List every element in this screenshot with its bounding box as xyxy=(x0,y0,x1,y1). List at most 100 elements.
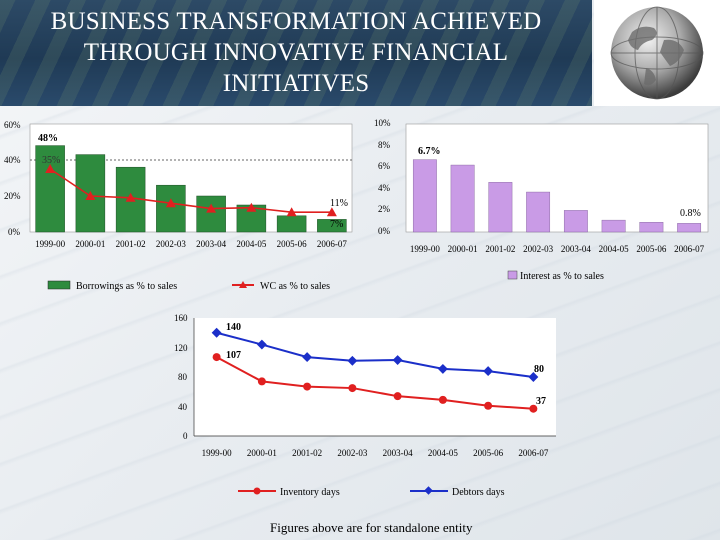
chart3-xtick-2004-05: 2004-05 xyxy=(428,448,458,458)
chart2-xtick-2000-01: 2000-01 xyxy=(448,244,478,254)
chart3-ytick-120: 120 xyxy=(174,343,188,353)
chart1-xtick-2006-07: 2006-07 xyxy=(317,239,347,249)
chart1-ytick-40: 40% xyxy=(4,155,21,165)
globe-logo-box xyxy=(594,0,720,106)
chart1-wc-line xyxy=(49,168,332,213)
chart1-xtick-2001-02: 2001-02 xyxy=(116,239,146,249)
chart1-legend-wc: WC as % to sales xyxy=(260,281,330,292)
title-line-1: BUSINESS TRANSFORMATION ACHIEVED xyxy=(50,8,542,35)
chart1-legend-borrowings: Borrowings as % to sales xyxy=(76,281,177,292)
chart3-debtors-point-2000-01 xyxy=(256,339,267,350)
chart3-inventory-point-2005-06 xyxy=(484,401,493,410)
chart2-bar-2005-06 xyxy=(639,222,664,233)
chart2-bar-2004-05 xyxy=(601,219,626,233)
chart1-bar-2005-06 xyxy=(276,215,307,233)
chart2-xtick-2005-06: 2005-06 xyxy=(636,244,666,254)
chart2-xtick-2006-07: 2006-07 xyxy=(674,244,704,254)
chart1-ytick-60: 60% xyxy=(4,120,21,130)
chart1-xtick-2002-03: 2002-03 xyxy=(156,239,186,249)
chart3-inventory-point-2003-04 xyxy=(393,392,402,401)
chart2-ytick-10: 10% xyxy=(374,118,391,128)
chart1-bar-1999-00 xyxy=(35,145,65,233)
chart3-inventory-point-1999-00 xyxy=(212,353,221,362)
chart2-bar-1999-00 xyxy=(412,159,437,233)
chart3-label-107: 107 xyxy=(226,350,241,361)
title-line-3: INITIATIVES xyxy=(222,70,370,97)
chart2-ytick-6: 6% xyxy=(378,161,391,171)
chart1-xtick-2000-01: 2000-01 xyxy=(75,239,105,249)
globe-icon xyxy=(610,6,704,100)
chart2-xtick-2004-05: 2004-05 xyxy=(599,244,629,254)
chart1-legend-swatch-borrowings xyxy=(47,280,71,290)
chart3-label-37: 37 xyxy=(536,396,546,407)
chart3-xtick-2002-03: 2002-03 xyxy=(337,448,367,458)
chart3-debtors-point-1999-00 xyxy=(211,327,222,338)
chart3-debtors-point-2003-04 xyxy=(392,355,403,365)
chart3-xtick-2006-07: 2006-07 xyxy=(518,448,548,458)
chart1-label-35: 35% xyxy=(42,155,60,166)
chart3-debtors-point-2001-02 xyxy=(302,352,313,363)
chart2-label-6-7: 6.7% xyxy=(418,146,441,157)
chart1-xtick-2003-04: 2003-04 xyxy=(196,239,226,249)
title-banner: BUSINESS TRANSFORMATION ACHIEVED THROUGH… xyxy=(0,0,592,106)
chart3-legend-inventory: Inventory days xyxy=(280,487,340,498)
chart2-xtick-2003-04: 2003-04 xyxy=(561,244,591,254)
chart1-label-48: 48% xyxy=(38,133,58,144)
chart3-ytick-80: 80 xyxy=(178,372,188,382)
chart1-wc-point-2002-03 xyxy=(165,198,176,208)
chart1-wc-point-2004-05 xyxy=(246,202,257,212)
chart3-legend-marker-debtors xyxy=(424,486,433,495)
chart3-ytick-0: 0 xyxy=(183,431,188,441)
chart3-label-80: 80 xyxy=(534,364,544,375)
chart1-wc-point-2001-02 xyxy=(125,192,136,202)
chart3-plot-area xyxy=(194,318,556,436)
chart2-ytick-2: 2% xyxy=(378,204,391,214)
page-title: BUSINESS TRANSFORMATION ACHIEVED THROUGH… xyxy=(0,6,592,99)
chart3-xtick-2005-06: 2005-06 xyxy=(473,448,503,458)
chart3-xtick-2000-01: 2000-01 xyxy=(247,448,277,458)
chart2-bar-2003-04 xyxy=(563,210,588,233)
chart2-bar-2006-07 xyxy=(677,223,702,233)
chart1-label-7: 7% xyxy=(330,219,343,230)
chart1-wc-point-1999-00 xyxy=(45,164,56,173)
chart-interest: 10% 8% 6% 4% 2% 0% 1999-00 2000-01 2001-02… xyxy=(374,118,709,282)
chart2-label-0-8: 0.8% xyxy=(680,208,701,219)
chart1-ytick-20: 20% xyxy=(4,191,21,201)
chart1-wc-point-2000-01 xyxy=(85,191,96,200)
chart1-label-11: 11% xyxy=(330,198,348,209)
chart3-xtick-2003-04: 2003-04 xyxy=(383,448,413,458)
chart1-xtick-2005-06: 2005-06 xyxy=(277,239,307,249)
chart2-ytick-8: 8% xyxy=(378,140,391,150)
chart1-wc-point-2003-04 xyxy=(206,203,217,213)
chart3-ytick-40: 40 xyxy=(178,402,188,412)
chart1-xtick-2004-05: 2004-05 xyxy=(236,239,266,249)
title-line-2: THROUGH INNOVATIVE FINANCIAL xyxy=(83,39,509,66)
chart2-xtick-1999-00: 1999-00 xyxy=(410,244,440,254)
chart3-inventory-point-2001-02 xyxy=(303,382,312,391)
chart3-inventory-point-2006-07 xyxy=(529,404,538,413)
chart1-wc-point-2006-07 xyxy=(326,207,337,217)
chart3-legend-marker-inventory xyxy=(253,487,261,495)
chart3-label-140: 140 xyxy=(226,322,241,333)
chart3-line-inventory xyxy=(216,356,534,410)
chart3-legend-debtors: Debtors days xyxy=(452,487,505,498)
chart2-xtick-2001-02: 2001-02 xyxy=(485,244,515,254)
chart3-debtors-point-2004-05 xyxy=(437,363,448,374)
chart2-bar-2001-02 xyxy=(488,182,513,233)
chart3-debtors-point-2006-07 xyxy=(528,372,539,382)
chart3-ytick-160: 160 xyxy=(174,313,188,323)
chart3-xtick-2001-02: 2001-02 xyxy=(292,448,322,458)
chart2-xtick-2002-03: 2002-03 xyxy=(523,244,553,254)
footnote: Figures above are for standalone entity xyxy=(270,520,473,535)
chart-borrowings-wc: 60% 40% 20% 0% 1999-00 2000-01 2001-02 2002… xyxy=(4,120,353,292)
chart2-bar-2002-03 xyxy=(526,191,551,233)
chart3-line-debtors xyxy=(216,331,534,378)
chart3-inventory-point-2002-03 xyxy=(348,384,357,393)
chart2-legend-interest: Interest as % to sales xyxy=(520,271,604,282)
banner-texture xyxy=(0,0,592,106)
chart3-inventory-point-2000-01 xyxy=(257,377,266,386)
chart1-legend-marker-wc xyxy=(239,281,247,288)
chart2-ytick-0: 0% xyxy=(378,226,391,236)
chart2-bar-2000-01 xyxy=(450,164,475,233)
